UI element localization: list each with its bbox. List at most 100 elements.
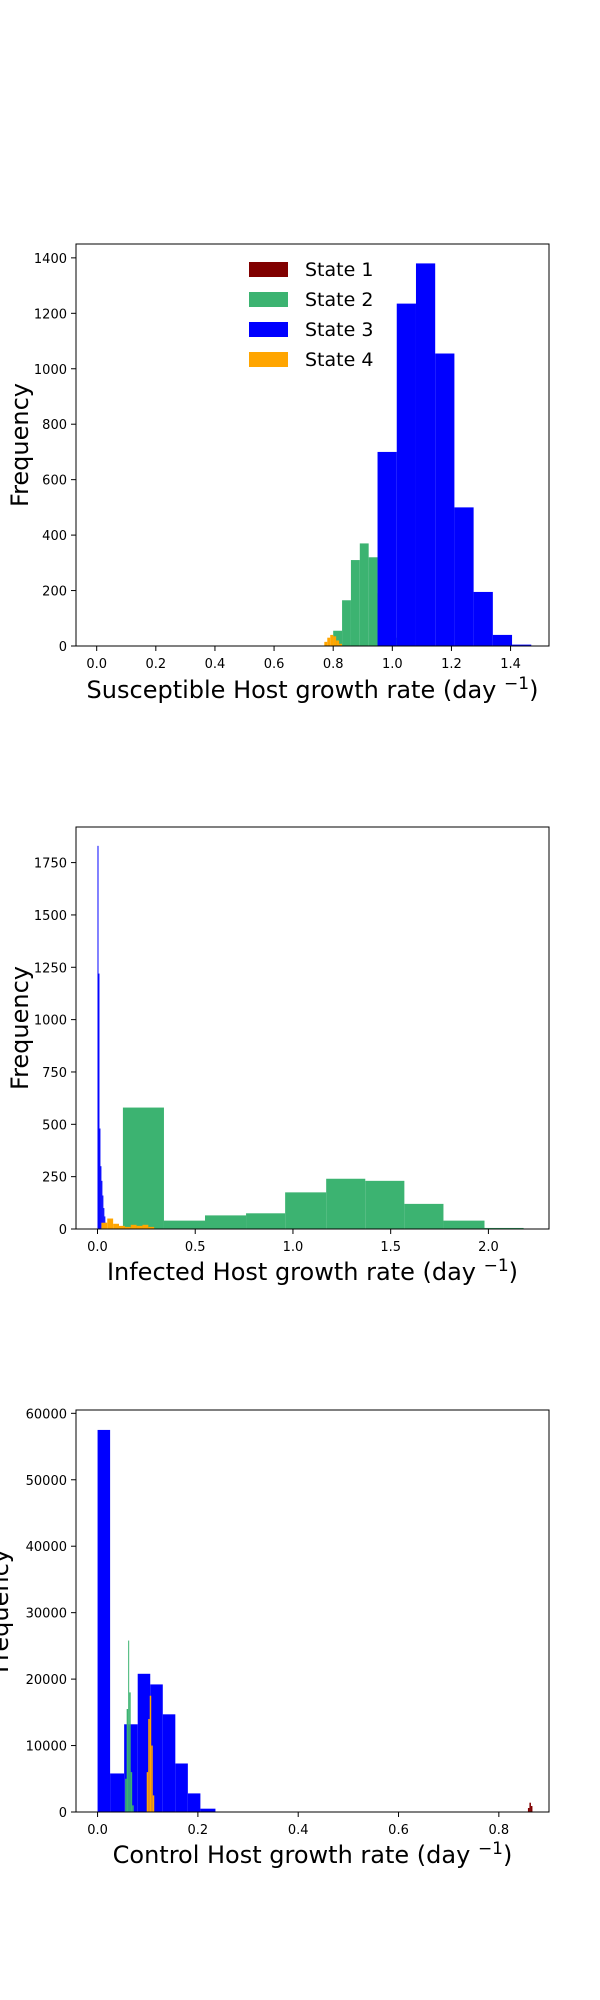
histogram-bar-state-3 xyxy=(97,845,99,1229)
histogram-bar-state-4 xyxy=(336,640,340,646)
histogram-bar-state-2 xyxy=(246,1213,286,1229)
y-tick-label: 1400 xyxy=(34,252,67,267)
histogram-bar-state-2 xyxy=(443,1220,485,1230)
y-axis-label: Frequency xyxy=(0,1549,14,1673)
legend-label: State 2 xyxy=(305,289,373,311)
histogram-bar-state-4 xyxy=(119,1225,125,1229)
histogram-bar-state-2 xyxy=(326,1178,366,1229)
histogram-bar-state-3 xyxy=(103,1208,105,1229)
histogram-bar-state-2 xyxy=(129,1692,131,1812)
histogram-bar-state-2 xyxy=(368,557,378,646)
histogram-bar-state-3 xyxy=(200,1808,216,1812)
histogram-bar-state-4 xyxy=(148,1226,155,1229)
y-tick-label: 800 xyxy=(42,418,67,433)
histogram-bar-state-1 xyxy=(530,1806,533,1812)
y-tick-label: 1000 xyxy=(34,1014,67,1029)
histogram-bar-state-2 xyxy=(163,1220,205,1230)
histogram-bar-state-3 xyxy=(97,1429,111,1812)
histogram-bar-state-4 xyxy=(327,637,331,646)
legend-label: State 4 xyxy=(305,349,373,371)
histogram-bar-state-2 xyxy=(126,1709,129,1812)
x-tick-label: 2.0 xyxy=(478,1240,499,1255)
x-tick-label: 0.5 xyxy=(185,1240,206,1255)
histogram-bar-state-4 xyxy=(149,1695,152,1812)
histogram-bar-state-4 xyxy=(152,1795,155,1812)
y-tick-label: 1200 xyxy=(34,307,67,322)
histogram-bar-state-1 xyxy=(529,1802,531,1812)
y-tick-label: 1250 xyxy=(34,961,67,976)
x-tick-label: 1.2 xyxy=(441,657,462,672)
histogram-bar-state-4 xyxy=(151,1745,153,1812)
y-axis-label: Frequency xyxy=(6,383,34,507)
histogram-bar-state-3 xyxy=(102,1195,104,1229)
y-tick-label: 0 xyxy=(59,1806,67,1821)
chart-panel-1: 0.0 0.2 0.4 0.6 0.8 1.0 1.2 1.4 0 200 400 600 800 100… xyxy=(6,243,550,704)
histogram-bar-state-3 xyxy=(473,591,493,646)
histogram-bar-state-3 xyxy=(415,263,436,646)
histogram-bar-state-2 xyxy=(122,1107,164,1229)
x-tick-label: 1.5 xyxy=(380,1240,401,1255)
histogram-bar-state-4 xyxy=(107,1218,114,1229)
legend-swatch xyxy=(249,352,288,367)
x-tick-label: 0.6 xyxy=(388,1823,409,1838)
axes-frame xyxy=(75,1409,550,1813)
histogram-bar-state-2 xyxy=(404,1203,444,1230)
y-tick-label: 500 xyxy=(42,1118,67,1133)
x-axis-label: Control Host growth rate (day −1) xyxy=(113,1839,513,1869)
histogram-bar-state-4 xyxy=(136,1225,143,1229)
histogram-bar-state-3 xyxy=(454,507,474,646)
histogram-bar-state-4 xyxy=(330,634,334,646)
histogram-bar-state-4 xyxy=(142,1224,149,1229)
y-tick-label: 750 xyxy=(42,1066,67,1081)
histogram-bar-state-4 xyxy=(148,1718,150,1812)
y-tick-label: 1500 xyxy=(34,909,67,924)
x-tick-label: 0.2 xyxy=(188,1823,209,1838)
histogram-bar-state-3 xyxy=(98,973,100,1229)
histogram-bars xyxy=(97,1429,533,1812)
histogram-bar-state-3 xyxy=(162,1714,176,1812)
histogram-bar-state-2 xyxy=(132,1805,134,1812)
histogram-bar-state-4 xyxy=(146,1772,149,1812)
x-tick-label: 0.8 xyxy=(323,657,344,672)
legend-swatch xyxy=(249,292,288,307)
histogram-bar-state-3 xyxy=(187,1793,201,1812)
legend-label: State 3 xyxy=(305,319,373,341)
histogram-bar-state-2 xyxy=(342,600,351,646)
histogram-bar-state-2 xyxy=(285,1192,327,1229)
y-tick-label: 200 xyxy=(42,585,67,600)
y-tick-label: 40000 xyxy=(26,1540,67,1555)
histogram-bar-state-2 xyxy=(128,1640,130,1812)
x-tick-label: 0.2 xyxy=(145,657,166,672)
histogram-bar-state-4 xyxy=(124,1226,131,1229)
histogram-bar-state-3 xyxy=(101,1180,103,1229)
histogram-bar-state-3 xyxy=(512,644,532,646)
chart-panel-3: 0.0 0.2 0.4 0.6 0.8 0 10000 20000 30000 40000 5000… xyxy=(0,1407,550,1869)
y-tick-label: 600 xyxy=(42,474,67,489)
y-tick-label: 20000 xyxy=(26,1673,67,1688)
histogram-bars xyxy=(97,845,524,1230)
x-tick-label: 0.4 xyxy=(288,1823,309,1838)
histogram-bar-state-2 xyxy=(365,1180,405,1229)
x-axis-label: Infected Host growth rate (day −1) xyxy=(107,1256,518,1286)
y-tick-label: 0 xyxy=(59,1223,67,1238)
histogram-bar-state-4 xyxy=(339,643,343,646)
histogram-bar-state-3 xyxy=(100,1166,102,1229)
histogram-bar-state-2 xyxy=(205,1215,247,1229)
x-tick-label: 1.4 xyxy=(500,657,521,672)
y-tick-label: 60000 xyxy=(26,1407,67,1422)
y-tick-label: 10000 xyxy=(26,1740,67,1755)
histogram-bar-state-3 xyxy=(110,1773,125,1812)
y-tick-label: 30000 xyxy=(26,1607,67,1622)
legend-swatch xyxy=(249,322,288,337)
y-axis-label: Frequency xyxy=(6,966,34,1090)
histogram-bar-state-2 xyxy=(130,1772,133,1812)
chart-panel-2: 0.0 0.5 1.0 1.5 2.0 0 250 500 750 1000 1250 1500 175… xyxy=(6,826,550,1286)
legend: State 1 State 2 State 3 State 4 xyxy=(249,259,373,371)
x-tick-label: 0.0 xyxy=(87,1823,108,1838)
x-tick-label: 0.8 xyxy=(488,1823,509,1838)
histogram-bar-state-3 xyxy=(175,1763,188,1812)
y-tick-label: 250 xyxy=(42,1171,67,1186)
histogram-bar-state-3 xyxy=(99,1128,101,1229)
legend-swatch xyxy=(249,262,288,277)
